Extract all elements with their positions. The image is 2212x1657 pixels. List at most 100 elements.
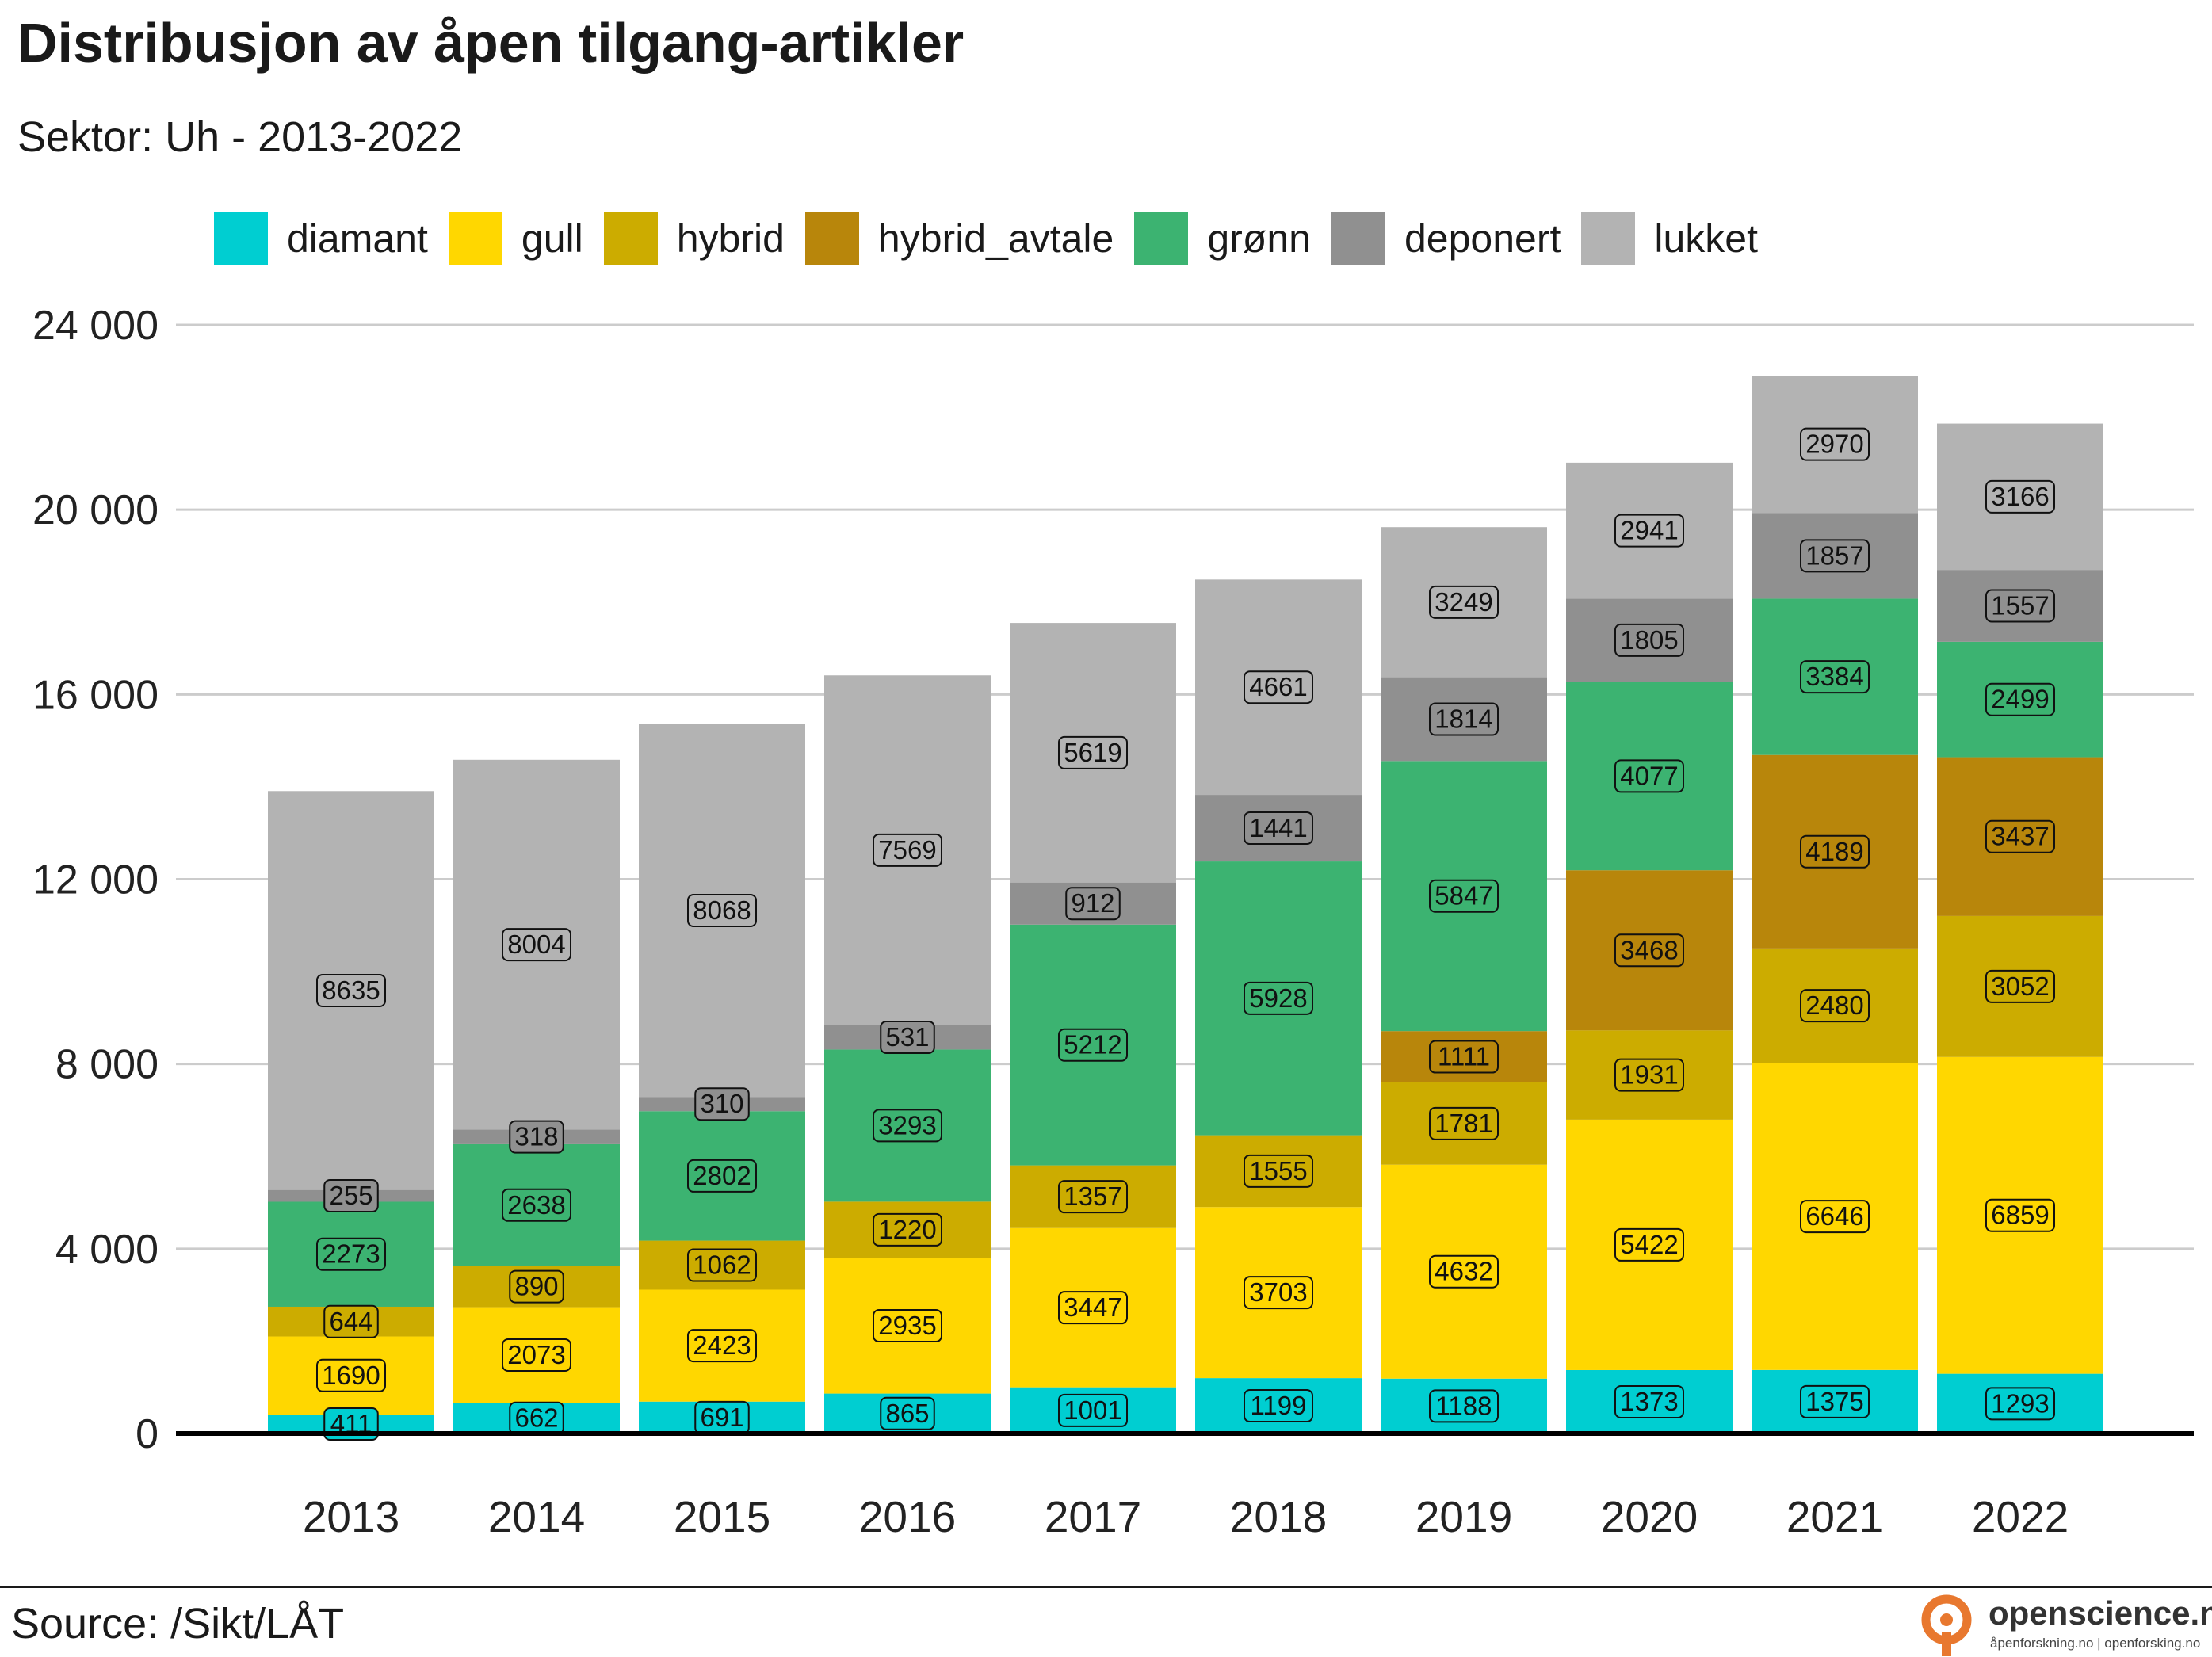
data-label-box [1429, 879, 1499, 913]
chart-subtitle: Sektor: Uh - 2013-2022 [17, 113, 463, 161]
data-label-box [1985, 682, 2055, 716]
data-label-box [1058, 1180, 1128, 1214]
data-label: 1220 [878, 1215, 936, 1244]
data-label-box [1244, 981, 1313, 1015]
legend-item-diamant: diamant [214, 212, 428, 265]
data-labels: 4111690644227325586356622073890263831880… [316, 427, 2055, 1441]
legend-label: grønn [1207, 216, 1311, 261]
data-label: 1373 [1620, 1387, 1678, 1416]
data-label: 912 [1071, 888, 1114, 918]
data-label-box [1800, 1200, 1870, 1234]
data-label: 7569 [878, 835, 936, 865]
data-label-box [880, 1020, 935, 1054]
footer-divider [0, 1586, 2212, 1588]
data-label-box [687, 1248, 757, 1282]
data-label: 1375 [1805, 1387, 1863, 1416]
data-label: 1555 [1249, 1156, 1307, 1185]
data-label-box [1985, 969, 2055, 1003]
data-label: 531 [885, 1022, 929, 1052]
data-label: 1690 [322, 1361, 380, 1390]
legend-item-deponert: deponert [1331, 212, 1561, 265]
data-label: 5928 [1249, 983, 1307, 1013]
data-label: 662 [514, 1403, 558, 1433]
data-label: 6646 [1805, 1201, 1863, 1231]
data-label: 2480 [1805, 991, 1863, 1020]
source-caption: Source: /Sikt/LÅT [11, 1600, 345, 1647]
data-label-box [1800, 834, 1870, 869]
legend-swatch [1581, 212, 1636, 265]
data-label: 1293 [1991, 1388, 2049, 1418]
data-label-box [1985, 1387, 2055, 1421]
data-label-box [1429, 1389, 1499, 1423]
y-tick-label: 24 000 [32, 303, 159, 349]
data-label: 3249 [1435, 587, 1492, 617]
openscience-logo: openscience.no åpenforskning.no | openfo… [1914, 1591, 2212, 1656]
data-label: 5212 [1064, 1030, 1121, 1059]
data-label: 5847 [1435, 881, 1492, 911]
data-label: 3166 [1991, 482, 2049, 511]
data-label: 2935 [878, 1311, 936, 1340]
legend-label: lukket [1654, 216, 1758, 261]
x-tick-label: 2014 [488, 1492, 585, 1541]
legend-swatch [1134, 212, 1189, 265]
data-label-box [1614, 1384, 1684, 1418]
data-label-box [687, 894, 757, 928]
y-tick-label: 8 000 [55, 1042, 159, 1088]
data-label: 644 [329, 1307, 372, 1336]
data-label: 1781 [1435, 1109, 1492, 1138]
data-label-box [873, 1309, 942, 1343]
data-label-box [1429, 585, 1499, 619]
data-label-box [1429, 1106, 1499, 1140]
data-label: 310 [700, 1089, 743, 1118]
data-label-box [1800, 427, 1870, 461]
data-label: 5619 [1064, 738, 1121, 767]
x-tick-label: 2018 [1230, 1492, 1327, 1541]
data-label-box [1244, 1389, 1313, 1423]
y-tick-label: 16 000 [32, 672, 159, 718]
data-label-box [880, 1396, 935, 1430]
data-label: 890 [514, 1272, 558, 1301]
data-label: 3437 [1991, 822, 2049, 851]
data-label-box [323, 1304, 379, 1338]
legend-swatch [1331, 212, 1385, 265]
data-label-box [1985, 589, 2055, 623]
legend-label: hybrid [676, 216, 785, 261]
data-label: 1805 [1620, 625, 1678, 655]
data-label-box [873, 833, 942, 867]
data-label: 3293 [878, 1110, 936, 1140]
data-label: 1357 [1064, 1182, 1121, 1211]
data-label: 1062 [693, 1250, 751, 1280]
data-label: 255 [329, 1181, 372, 1210]
data-label-box [1614, 1227, 1684, 1262]
data-label-box [1800, 989, 1870, 1023]
data-label-box [502, 1188, 571, 1222]
data-label: 5422 [1620, 1230, 1678, 1259]
data-label: 2273 [322, 1239, 380, 1269]
data-label: 2941 [1620, 516, 1678, 545]
data-label-box [694, 1087, 750, 1121]
data-label: 3384 [1805, 662, 1863, 691]
legend-swatch [804, 212, 859, 265]
data-label-box [509, 1120, 564, 1154]
data-label-box [1244, 1154, 1313, 1188]
data-label-box [1244, 1276, 1313, 1310]
data-label-box [1058, 735, 1128, 769]
data-label: 3468 [1620, 935, 1678, 964]
data-label-box [1800, 660, 1870, 694]
data-label-box [509, 1269, 564, 1304]
data-label-box [873, 1109, 942, 1143]
data-label-box [1614, 514, 1684, 548]
x-tick-label: 2022 [1972, 1492, 2069, 1541]
data-label: 4077 [1620, 761, 1678, 790]
data-label: 1199 [1251, 1391, 1307, 1420]
data-label-box [1800, 1384, 1870, 1418]
data-label-box [1244, 670, 1313, 704]
x-tick-label: 2021 [1786, 1492, 1883, 1541]
legend-swatch [603, 212, 658, 265]
y-tick-label: 0 [136, 1411, 159, 1457]
data-label-box [1058, 1028, 1128, 1062]
chart-legend: diamant gull hybrid hybrid_avtale grønn depon… [214, 211, 1778, 266]
x-tick-label: 2017 [1045, 1492, 1141, 1541]
legend-label: gull [521, 216, 583, 261]
